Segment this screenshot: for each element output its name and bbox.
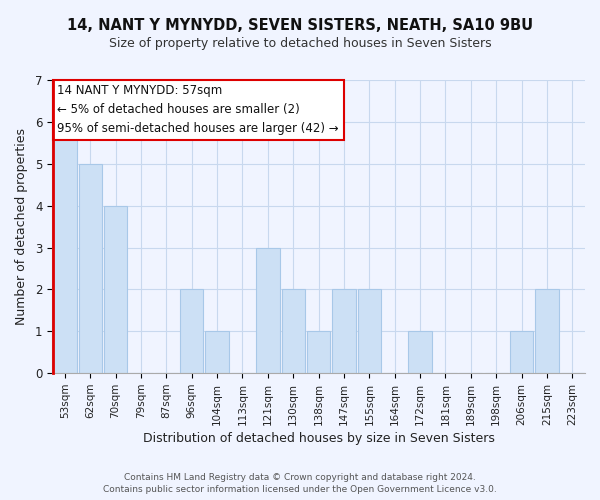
Text: 14, NANT Y MYNYDD, SEVEN SISTERS, NEATH, SA10 9BU: 14, NANT Y MYNYDD, SEVEN SISTERS, NEATH,…	[67, 18, 533, 32]
Bar	[205, 332, 229, 373]
Bar	[281, 290, 305, 373]
Bar	[510, 332, 533, 373]
Bar	[256, 248, 280, 373]
Text: Size of property relative to detached houses in Seven Sisters: Size of property relative to detached ho…	[109, 38, 491, 51]
Bar	[535, 290, 559, 373]
Y-axis label: Number of detached properties: Number of detached properties	[15, 128, 28, 325]
Text: Contains HM Land Registry data © Crown copyright and database right 2024.: Contains HM Land Registry data © Crown c…	[124, 473, 476, 482]
Bar	[79, 164, 102, 373]
Text: Contains public sector information licensed under the Open Government Licence v3: Contains public sector information licen…	[103, 484, 497, 494]
Bar	[53, 122, 77, 373]
Bar	[104, 206, 127, 373]
Bar	[358, 290, 381, 373]
Bar	[332, 290, 356, 373]
Bar	[307, 332, 330, 373]
Bar	[409, 332, 432, 373]
Text: 14 NANT Y MYNYDD: 57sqm
← 5% of detached houses are smaller (2)
95% of semi-deta: 14 NANT Y MYNYDD: 57sqm ← 5% of detached…	[58, 84, 339, 136]
X-axis label: Distribution of detached houses by size in Seven Sisters: Distribution of detached houses by size …	[143, 432, 494, 445]
Bar	[180, 290, 203, 373]
